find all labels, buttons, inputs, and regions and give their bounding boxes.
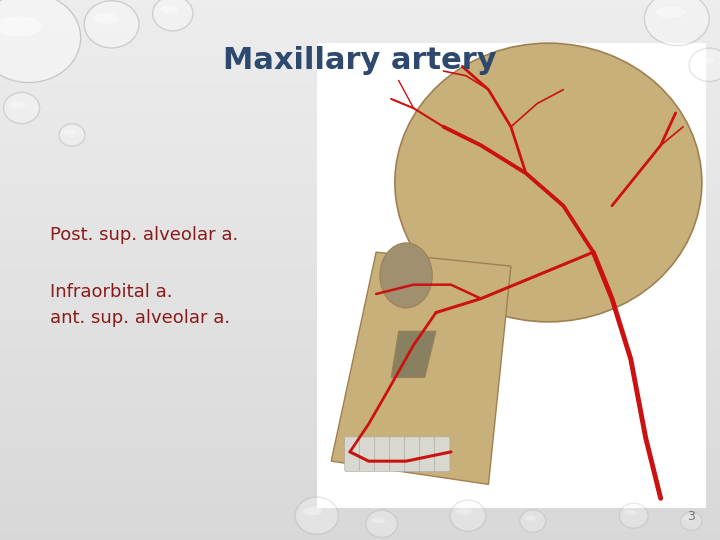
Ellipse shape [684, 517, 694, 521]
Ellipse shape [63, 130, 75, 134]
Text: Infraorbital a.
ant. sup. alveolar a.: Infraorbital a. ant. sup. alveolar a. [50, 283, 230, 327]
Ellipse shape [380, 243, 432, 308]
Ellipse shape [644, 0, 709, 46]
Ellipse shape [4, 92, 40, 124]
Ellipse shape [84, 1, 139, 48]
FancyBboxPatch shape [345, 437, 360, 471]
Ellipse shape [302, 507, 323, 515]
Ellipse shape [656, 6, 685, 18]
Ellipse shape [680, 512, 702, 530]
Ellipse shape [450, 500, 486, 531]
Ellipse shape [94, 13, 118, 24]
Polygon shape [391, 331, 436, 377]
FancyBboxPatch shape [420, 437, 435, 471]
Ellipse shape [295, 497, 338, 535]
Ellipse shape [696, 57, 714, 64]
FancyBboxPatch shape [374, 437, 390, 471]
FancyBboxPatch shape [390, 437, 405, 471]
Ellipse shape [624, 510, 637, 515]
Ellipse shape [619, 503, 648, 528]
Ellipse shape [0, 0, 81, 83]
FancyBboxPatch shape [317, 43, 706, 508]
Ellipse shape [372, 517, 386, 523]
FancyBboxPatch shape [435, 437, 450, 471]
FancyBboxPatch shape [405, 437, 420, 471]
Text: Maxillary artery: Maxillary artery [223, 46, 497, 75]
Ellipse shape [520, 510, 546, 532]
Ellipse shape [456, 508, 472, 515]
Ellipse shape [395, 43, 702, 322]
Ellipse shape [689, 48, 720, 82]
Ellipse shape [153, 0, 193, 31]
Ellipse shape [0, 17, 42, 37]
FancyBboxPatch shape [360, 437, 375, 471]
Ellipse shape [10, 100, 26, 107]
Polygon shape [331, 252, 511, 484]
Ellipse shape [59, 124, 85, 146]
Ellipse shape [524, 516, 536, 521]
Ellipse shape [366, 510, 397, 537]
Text: Post. sup. alveolar a.: Post. sup. alveolar a. [50, 226, 238, 244]
Text: 3: 3 [687, 510, 695, 523]
Ellipse shape [160, 5, 178, 13]
